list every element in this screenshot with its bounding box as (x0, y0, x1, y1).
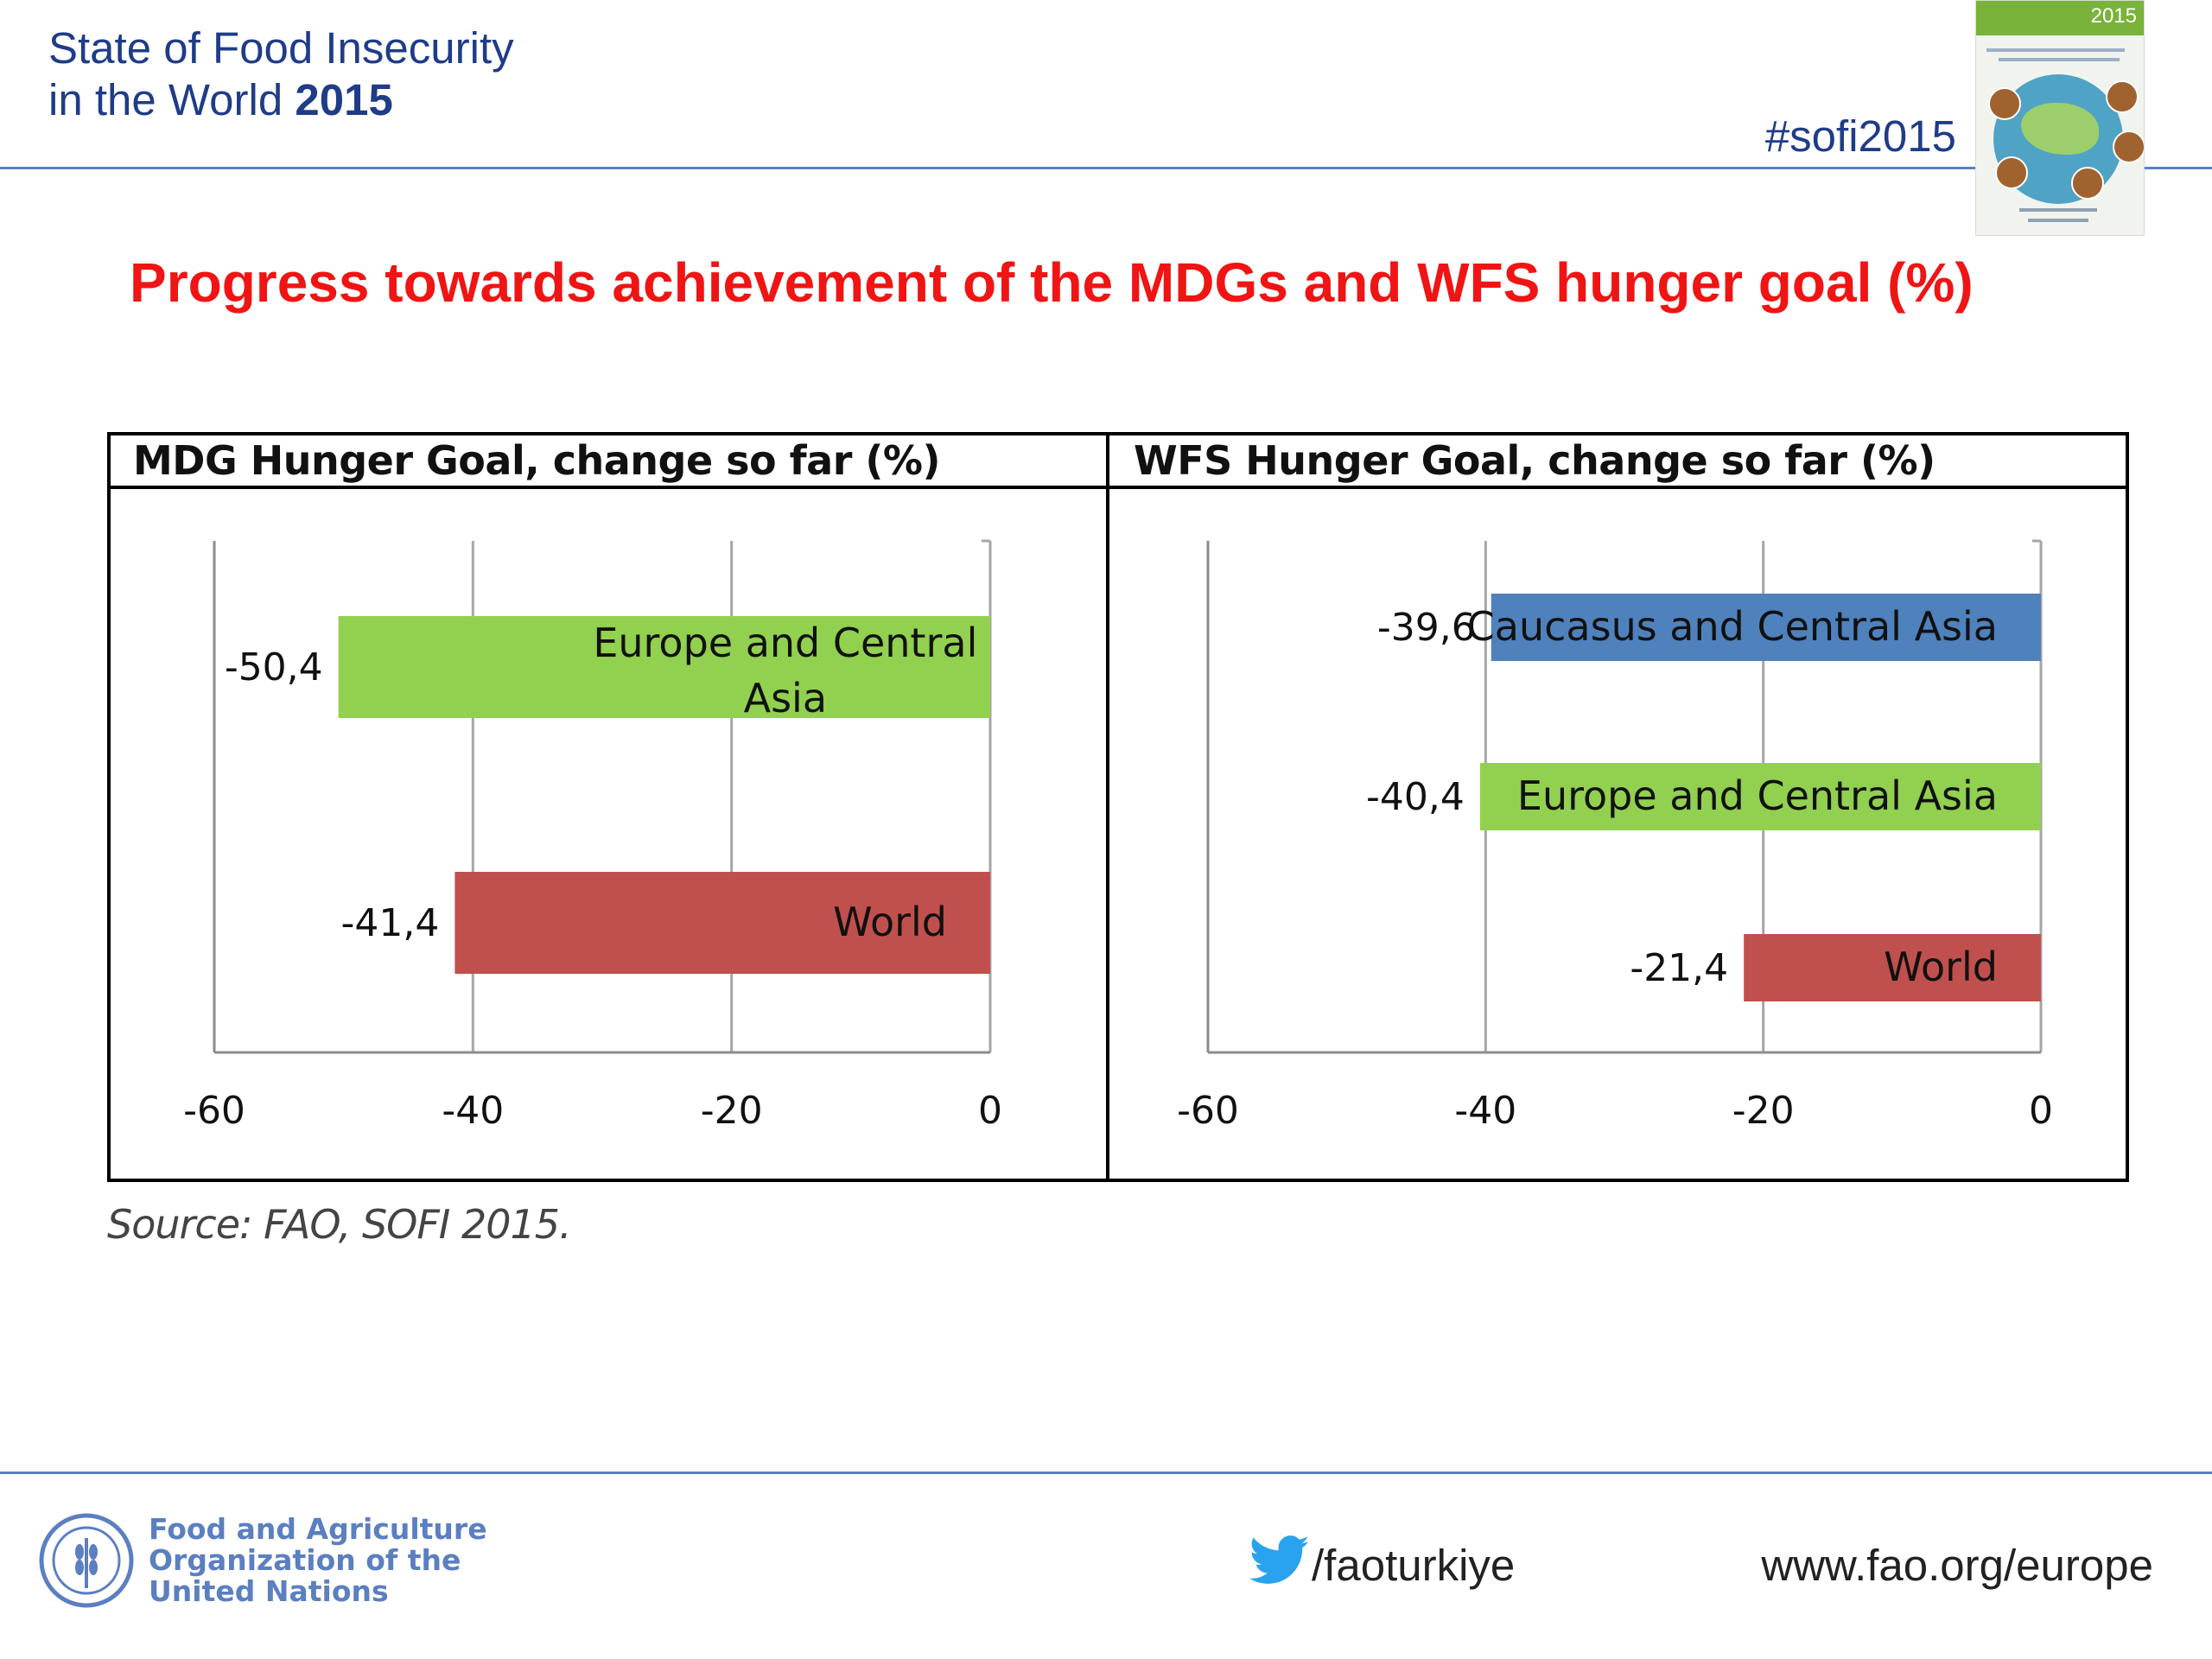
x-tick-label-mdg: -40 (442, 1089, 504, 1133)
x-tick-label-mdg: 0 (978, 1089, 1002, 1133)
header-title-line2: in the World 2015 (48, 74, 514, 126)
cover-photo-dot (2113, 130, 2144, 163)
category-label-mdg: Europe and Central (593, 620, 977, 666)
cover-band (1976, 1, 2144, 35)
fao-org-line3: United Nations (149, 1574, 389, 1608)
cover-photo-dot (2106, 80, 2139, 113)
header-title-year: 2015 (295, 75, 393, 124)
bar-wfs (1744, 934, 2041, 1001)
slide-title: Progress towards achievement of the MDGs… (130, 251, 1974, 314)
bar-mdg (338, 616, 990, 718)
data-label-mdg: -50,4 (225, 645, 323, 690)
chart-header-divider (107, 486, 2129, 489)
cover-footer-line (2019, 208, 2097, 212)
x-tick-label-wfs: -40 (1454, 1089, 1516, 1133)
bar-mdg (454, 872, 990, 974)
category-label-wfs: Caucasus and Central Asia (1467, 603, 1998, 650)
category-label-wfs: World (1884, 944, 1998, 990)
data-label-wfs: -40,4 (1366, 775, 1465, 819)
bar-wfs (1479, 763, 2041, 830)
footer-divider (0, 1471, 2212, 1474)
x-tick-label-wfs: -20 (1732, 1089, 1795, 1133)
header-title-line2-prefix: in the World (48, 75, 296, 124)
fao-org-name: Food and Agriculture Organization of the… (149, 1514, 487, 1607)
cover-text-lines (1986, 42, 2133, 67)
data-label-mdg: -41,4 (341, 901, 440, 945)
twitter-bird-icon[interactable] (1249, 1535, 1310, 1586)
data-label-wfs: -39,6 (1377, 606, 1476, 650)
category-label-wfs: Europe and Central Asia (1517, 772, 1998, 819)
header-title-line1: State of Food Insecurity (48, 23, 514, 73)
source-note: Source: FAO, SOFI 2015. (107, 1201, 572, 1248)
category-label-mdg: World (833, 899, 947, 945)
x-tick-label-wfs: -60 (1177, 1089, 1239, 1133)
website-link[interactable]: www.fao.org/europe (1761, 1541, 2153, 1590)
hashtag[interactable]: #sofi2015 (1764, 111, 1956, 161)
chart-panel-divider (1106, 432, 1109, 1182)
cover-photo-dot (1988, 87, 2021, 120)
x-tick-label-mdg: -20 (701, 1089, 763, 1133)
cover-land (2021, 103, 2099, 155)
cover-photo-dot (1995, 156, 2028, 189)
fao-org-line1: Food and Agriculture (149, 1512, 487, 1546)
chart-frame (107, 432, 2129, 1182)
header-divider (0, 167, 2212, 169)
cover-photo-dot (2071, 167, 2104, 200)
data-label-wfs: -21,4 (1630, 946, 1728, 990)
cover-year: 2015 (2090, 4, 2137, 28)
chart-title-wfs: WFS Hunger Goal, change so far (%) (1134, 437, 1936, 484)
x-tick-label-mdg: -60 (183, 1089, 245, 1133)
report-cover-thumbnail: 2015 (1975, 0, 2145, 236)
twitter-handle-link[interactable]: /faoturkiye (1312, 1541, 1516, 1590)
category-label-mdg: Asia (744, 675, 827, 721)
fao-org-line2: Organization of the (149, 1543, 461, 1577)
chart-title-mdg: MDG Hunger Goal, change so far (%) (133, 437, 941, 484)
fao-logo-icon (39, 1513, 134, 1608)
bar-wfs (1491, 594, 2041, 661)
header-title: State of Food Insecurity in the World 20… (48, 22, 514, 126)
x-tick-label-wfs: 0 (2029, 1089, 2053, 1133)
cover-footer-line (2028, 219, 2088, 222)
